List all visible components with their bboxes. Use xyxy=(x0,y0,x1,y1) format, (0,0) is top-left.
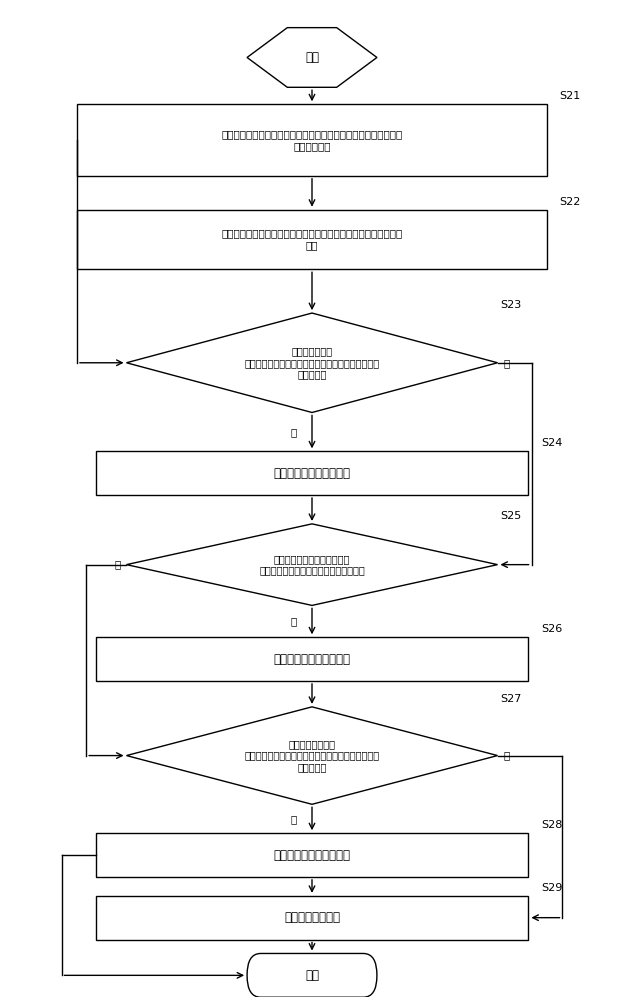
Polygon shape xyxy=(127,524,497,605)
Text: S24: S24 xyxy=(541,438,562,448)
Text: 否: 否 xyxy=(504,358,510,368)
Text: 是: 是 xyxy=(290,616,296,626)
FancyBboxPatch shape xyxy=(95,896,529,940)
Polygon shape xyxy=(247,28,377,87)
Text: 进行业务逻辑报错: 进行业务逻辑报错 xyxy=(284,911,340,924)
Text: 获取交易渠道发送的本行联行号，并根据本行联行号获取付款人和
收款人的信息: 获取交易渠道发送的本行联行号，并根据本行联行号获取付款人和 收款人的信息 xyxy=(222,129,402,151)
Polygon shape xyxy=(127,313,497,412)
FancyBboxPatch shape xyxy=(247,953,377,997)
FancyBboxPatch shape xyxy=(95,637,529,681)
Text: S25: S25 xyxy=(500,511,522,521)
Text: 若付款人的信息表征所述付款人对公汇款，则确定支付路径为行内
汇划: 若付款人的信息表征所述付款人对公汇款，则确定支付路径为行内 汇划 xyxy=(222,229,402,250)
Text: S21: S21 xyxy=(559,91,580,101)
Text: 否: 否 xyxy=(114,560,120,570)
Text: S26: S26 xyxy=(541,624,562,634)
Text: S23: S23 xyxy=(500,300,522,310)
Text: 若付款人的信息
表征付款人对私汇款，则根据收款人的信息判断收款
人是否通存: 若付款人的信息 表征付款人对私汇款，则根据收款人的信息判断收款 人是否通存 xyxy=(245,346,379,379)
Text: S28: S28 xyxy=(541,820,562,830)
FancyBboxPatch shape xyxy=(95,451,529,495)
Text: S22: S22 xyxy=(559,197,581,207)
Polygon shape xyxy=(127,707,497,804)
Text: 开始: 开始 xyxy=(305,51,319,64)
FancyBboxPatch shape xyxy=(77,104,547,176)
Text: S29: S29 xyxy=(541,883,562,893)
Text: 是: 是 xyxy=(290,814,296,824)
FancyBboxPatch shape xyxy=(95,833,529,877)
Text: 根据收款人的信息判断收款人
开户机构与汇出交易的执行机构是否相同: 根据收款人的信息判断收款人 开户机构与汇出交易的执行机构是否相同 xyxy=(259,554,365,575)
Text: 确定支付路径为行内汇划: 确定支付路径为行内汇划 xyxy=(273,849,351,862)
Text: 否: 否 xyxy=(504,751,510,761)
Text: 结束: 结束 xyxy=(305,969,319,982)
Text: 根据付款人的信息
判断付款人的开户机构与汇出交易的执行机构是否同
属一级机构: 根据付款人的信息 判断付款人的开户机构与汇出交易的执行机构是否同 属一级机构 xyxy=(245,739,379,772)
Text: 确定支付路径为行内转账: 确定支付路径为行内转账 xyxy=(273,653,351,666)
Text: 是: 是 xyxy=(290,427,296,437)
Text: 确定支付路径为行内转账: 确定支付路径为行内转账 xyxy=(273,467,351,480)
Text: S27: S27 xyxy=(500,694,522,704)
FancyBboxPatch shape xyxy=(77,210,547,269)
